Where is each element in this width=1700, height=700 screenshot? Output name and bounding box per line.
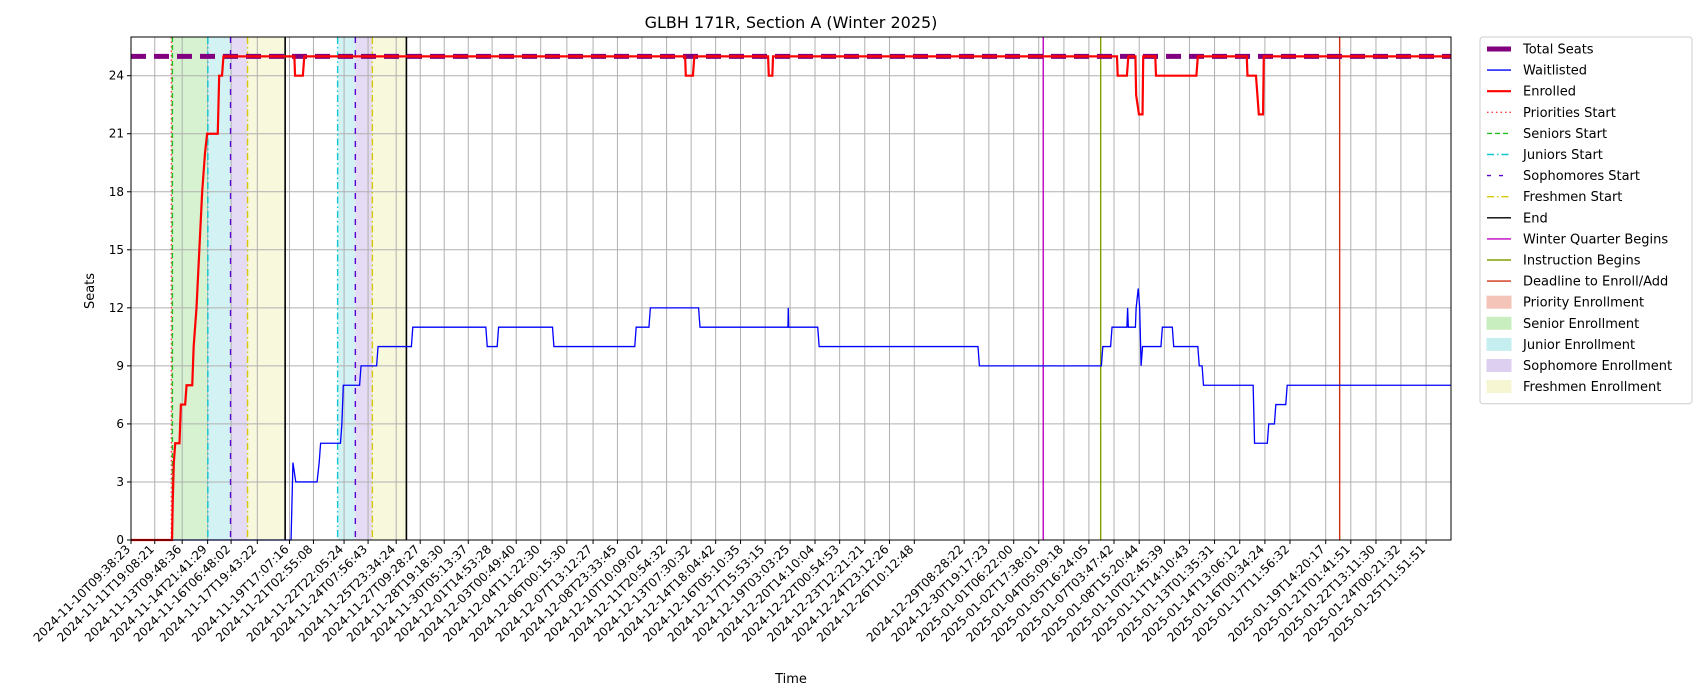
span-sophomore-enrollment <box>355 37 373 540</box>
chart-title: GLBH 171R, Section A (Winter 2025) <box>645 13 938 32</box>
span-junior-enrollment <box>207 37 231 540</box>
legend-swatch-junior-enrollment <box>1486 337 1512 351</box>
legend-label-priority-enrollment: Priority Enrollment <box>1523 296 1644 311</box>
y-tick-label: 0 <box>116 533 124 547</box>
series-line-enrolled <box>131 55 1451 542</box>
legend-label-freshmen-enrollment: Freshmen Enrollment <box>1523 380 1661 395</box>
legend-label-deadline-to-enroll-add: Deadline to Enroll/Add <box>1523 275 1668 290</box>
y-tick-label: 9 <box>116 359 124 373</box>
y-tick-label: 15 <box>109 243 124 257</box>
legend-label-waitlisted: Waitlisted <box>1523 64 1587 79</box>
y-tick-label: 18 <box>109 185 124 199</box>
legend-swatch-freshmen-enrollment <box>1486 380 1512 394</box>
legend-label-sophomores-start: Sophomores Start <box>1523 169 1640 184</box>
legend-label-priorities-start: Priorities Start <box>1523 106 1616 121</box>
legend-label-winter-quarter-begins: Winter Quarter Begins <box>1523 232 1668 247</box>
legend-label-enrolled: Enrolled <box>1523 85 1576 100</box>
legend-label-instruction-begins: Instruction Begins <box>1523 254 1641 269</box>
legend-label-sophomore-enrollment: Sophomore Enrollment <box>1523 359 1672 374</box>
legend-label-total-seats: Total Seats <box>1522 43 1594 58</box>
legend-label-end: End <box>1523 211 1548 226</box>
x-axis-title: Time <box>774 672 807 687</box>
y-tick-label: 24 <box>109 69 124 83</box>
legend-label-seniors-start: Seniors Start <box>1523 127 1607 142</box>
y-tick-label: 6 <box>116 417 124 431</box>
y-tick-label: 3 <box>116 475 124 489</box>
y-tick-label: 21 <box>109 127 124 141</box>
y-axis-title: Seats <box>83 273 98 309</box>
span-junior-enrollment <box>337 37 356 540</box>
legend-swatch-senior-enrollment <box>1486 316 1512 330</box>
legend: Total Seats Waitlisted Enrolled Priorities … <box>1479 36 1693 405</box>
span-senior-enrollment <box>172 37 208 540</box>
span-sophomore-enrollment <box>230 37 248 540</box>
y-tick-label: 12 <box>109 301 124 315</box>
axes-frame <box>130 36 1452 541</box>
series-line-waitlisted <box>131 288 1451 541</box>
plot-area: 036912151821242024-11-10T09:38:232024-11… <box>31 36 1452 645</box>
legend-label-junior-enrollment: Junior Enrollment <box>1522 338 1635 353</box>
legend-frame <box>1479 36 1693 405</box>
legend-label-juniors-start: Juniors Start <box>1522 148 1603 163</box>
legend-label-senior-enrollment: Senior Enrollment <box>1523 317 1639 332</box>
legend-label-freshmen-start: Freshmen Start <box>1523 190 1622 205</box>
span-freshmen-enrollment <box>372 37 407 540</box>
legend-swatch-priority-enrollment <box>1486 295 1512 309</box>
span-freshmen-enrollment <box>247 37 286 540</box>
legend-swatch-sophomore-enrollment <box>1486 359 1512 372</box>
